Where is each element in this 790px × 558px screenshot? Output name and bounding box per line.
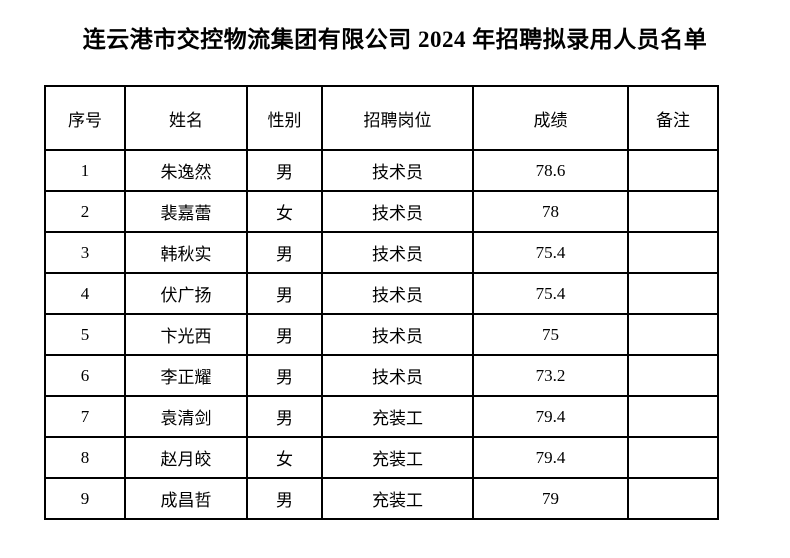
cell-name: 裴嘉蕾 [124,190,248,233]
table-row: 7 袁清剑 男 充装工 79.4 [44,395,719,438]
cell-position: 充装工 [321,436,474,479]
header-score: 成绩 [472,85,629,151]
cell-gender: 男 [246,272,323,315]
cell-position: 充装工 [321,477,474,520]
header-no: 序号 [44,85,126,151]
table-header-row: 序号 姓名 性别 招聘岗位 成绩 备注 [44,85,719,151]
cell-score: 79.4 [472,395,629,438]
cell-score: 78 [472,190,629,233]
header-position: 招聘岗位 [321,85,474,151]
recruitment-table: 序号 姓名 性别 招聘岗位 成绩 备注 1 朱逸然 男 技术员 78.6 2 裴… [44,85,719,520]
cell-no: 2 [44,190,126,233]
cell-remark [627,149,719,192]
cell-score: 75.4 [472,231,629,274]
cell-position: 技术员 [321,272,474,315]
table-row: 2 裴嘉蕾 女 技术员 78 [44,190,719,233]
cell-gender: 女 [246,436,323,479]
cell-gender: 男 [246,354,323,397]
table-row: 1 朱逸然 男 技术员 78.6 [44,149,719,192]
header-name: 姓名 [124,85,248,151]
cell-remark [627,436,719,479]
cell-remark [627,190,719,233]
cell-gender: 男 [246,313,323,356]
table-row: 4 伏广扬 男 技术员 75.4 [44,272,719,315]
cell-no: 9 [44,477,126,520]
cell-remark [627,354,719,397]
cell-name: 伏广扬 [124,272,248,315]
header-gender: 性别 [246,85,323,151]
cell-name: 李正耀 [124,354,248,397]
cell-remark [627,272,719,315]
page-title: 连云港市交控物流集团有限公司 2024 年招聘拟录用人员名单 [82,27,708,52]
table-row: 3 韩秋实 男 技术员 75.4 [44,231,719,274]
cell-no: 1 [44,149,126,192]
cell-name: 朱逸然 [124,149,248,192]
cell-position: 技术员 [321,149,474,192]
cell-remark [627,395,719,438]
cell-name: 韩秋实 [124,231,248,274]
cell-remark [627,313,719,356]
cell-no: 3 [44,231,126,274]
header-remark: 备注 [627,85,719,151]
cell-remark [627,231,719,274]
cell-score: 75 [472,313,629,356]
cell-position: 技术员 [321,231,474,274]
table-row: 6 李正耀 男 技术员 73.2 [44,354,719,397]
cell-position: 技术员 [321,313,474,356]
cell-gender: 男 [246,149,323,192]
table-row: 8 赵月皎 女 充装工 79.4 [44,436,719,479]
cell-no: 5 [44,313,126,356]
cell-name: 成昌哲 [124,477,248,520]
cell-gender: 男 [246,395,323,438]
cell-no: 6 [44,354,126,397]
table-row: 9 成昌哲 男 充装工 79 [44,477,719,520]
cell-score: 79.4 [472,436,629,479]
cell-remark [627,477,719,520]
cell-name: 赵月皎 [124,436,248,479]
cell-score: 73.2 [472,354,629,397]
cell-name: 卞光西 [124,313,248,356]
table-row: 5 卞光西 男 技术员 75 [44,313,719,356]
cell-gender: 男 [246,477,323,520]
cell-name: 袁清剑 [124,395,248,438]
cell-position: 充装工 [321,395,474,438]
cell-gender: 男 [246,231,323,274]
cell-no: 7 [44,395,126,438]
cell-score: 79 [472,477,629,520]
cell-score: 78.6 [472,149,629,192]
cell-position: 技术员 [321,190,474,233]
cell-no: 4 [44,272,126,315]
cell-position: 技术员 [321,354,474,397]
cell-score: 75.4 [472,272,629,315]
cell-no: 8 [44,436,126,479]
cell-gender: 女 [246,190,323,233]
